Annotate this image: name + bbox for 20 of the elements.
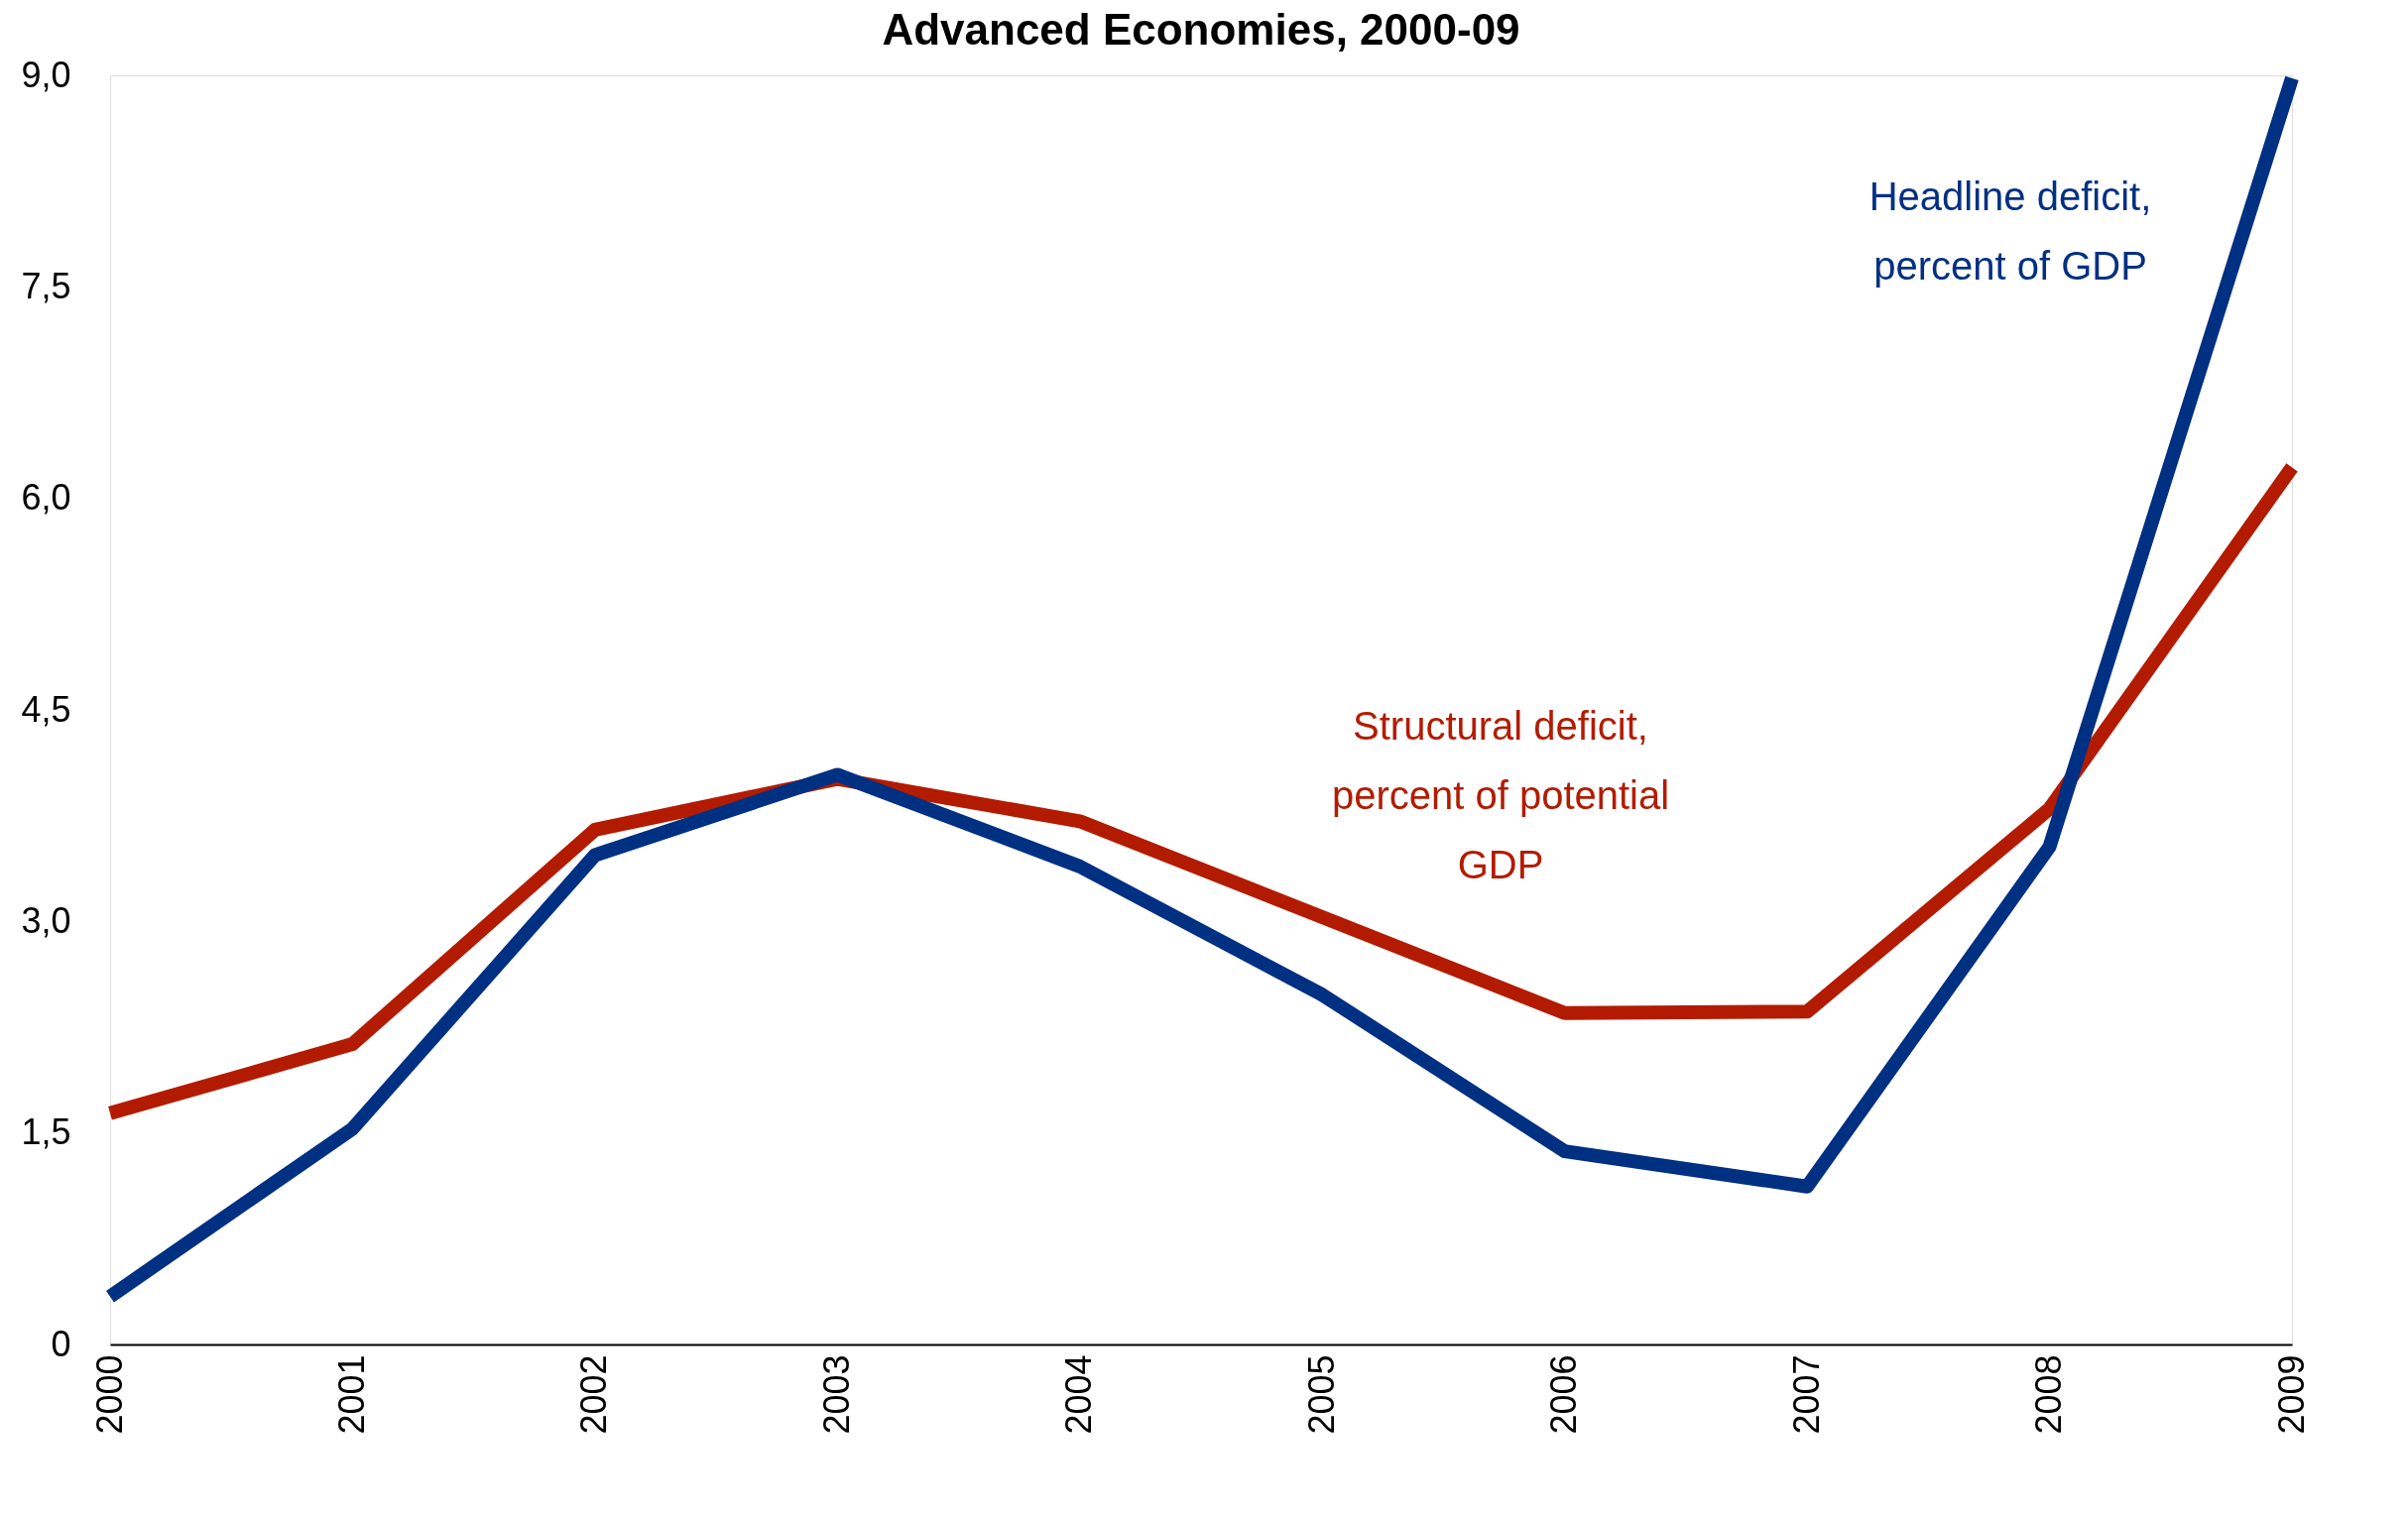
x-tick-label: 2001 — [330, 1354, 372, 1435]
series-label: Structural deficit, percent of potential GDP — [1331, 704, 1670, 886]
y-tick-label: 9,0 — [21, 54, 71, 95]
x-tick-label: 2009 — [2270, 1354, 2312, 1435]
y-tick-label: 4,5 — [21, 688, 71, 730]
x-tick-label: 2008 — [2028, 1354, 2070, 1435]
chart-title: Advanced Economies, 2000-09 — [882, 5, 1520, 54]
x-tick-label: 2003 — [815, 1354, 857, 1435]
x-tick-label: 2006 — [1543, 1354, 1585, 1435]
x-tick-label: 2000 — [88, 1354, 130, 1435]
series-label: Headline deficit, percent of GDP — [1868, 175, 2152, 288]
x-tick-label: 2007 — [1785, 1354, 1827, 1435]
y-tick-label: 7,5 — [21, 265, 71, 306]
x-tick-label: 2002 — [573, 1354, 615, 1435]
y-tick-label: 6,0 — [21, 477, 71, 519]
x-tick-label: 2005 — [1300, 1354, 1342, 1435]
y-tick-label: 1,5 — [21, 1111, 71, 1153]
y-tick-label: 0 — [51, 1323, 71, 1364]
x-tick-label: 2004 — [1058, 1354, 1100, 1435]
y-tick-label: 3,0 — [21, 899, 71, 941]
